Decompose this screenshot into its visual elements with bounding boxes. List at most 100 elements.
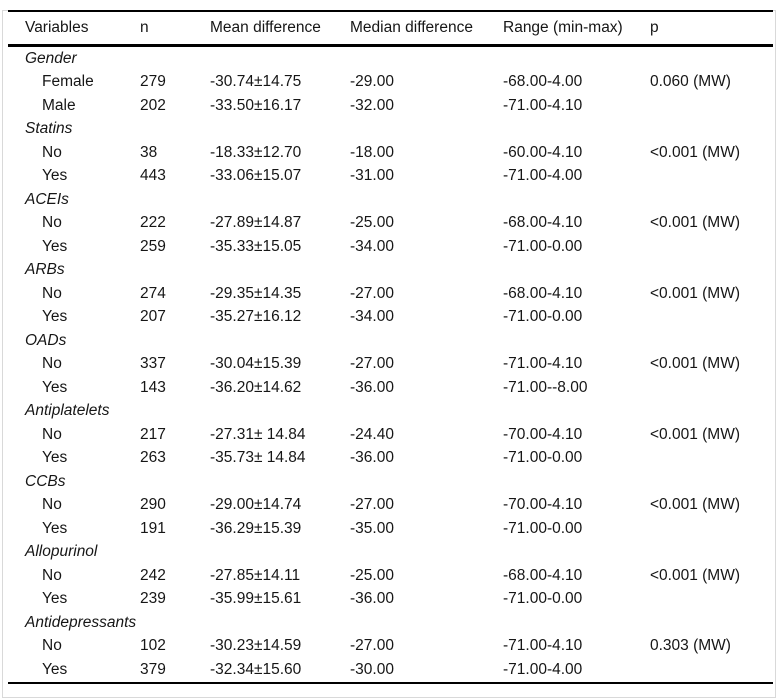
cell-p: <0.001 (MW) <box>650 355 741 373</box>
cell-variable: No <box>42 496 62 514</box>
table-body: Gender Female 279 -30.74±14.75 -29.00 -68.00-… <box>8 46 773 683</box>
variable-group-row: Statins <box>8 118 773 142</box>
cell-p <box>650 235 773 259</box>
cell-variable: Yes <box>42 167 68 185</box>
table-row: No 242 -27.85±14.11 -25.00 -68.00-4.10 <0.001… <box>8 564 773 588</box>
cell-median: -24.40 <box>350 425 394 443</box>
cell-range: -70.00-4.10 <box>503 496 583 514</box>
cell-p: <0.001 (MW) <box>650 214 741 232</box>
table-row: No 274 -29.35±14.35 -27.00 -68.00-4.10 <0.001… <box>8 282 773 306</box>
cell-p <box>650 306 773 330</box>
cell-median: -29.00 <box>350 73 394 91</box>
cell-n: 222 <box>140 214 166 232</box>
cell-p <box>650 376 773 400</box>
cell-n: 259 <box>140 237 166 255</box>
cell-median: -35.00 <box>350 519 394 537</box>
cell-median: -34.00 <box>350 308 394 326</box>
table-row: Yes 239 -35.99±15.61 -36.00 -71.00-0.00 <box>8 588 773 612</box>
cell-p <box>650 447 773 471</box>
column-header-range: Range (min-max) <box>503 11 650 47</box>
cell-p <box>650 588 773 612</box>
variable-group-row: ACEIs <box>8 188 773 212</box>
cell-variable: No <box>42 566 62 584</box>
cell-median: -34.00 <box>350 237 394 255</box>
variable-group-label: Allopurinol <box>25 543 98 561</box>
cell-range: -71.00-4.00 <box>503 167 583 185</box>
cell-variable: No <box>42 284 62 302</box>
cell-n: 217 <box>140 425 166 443</box>
cell-median: -36.00 <box>350 378 394 396</box>
cell-n: 38 <box>140 143 158 161</box>
cell-variable: Yes <box>42 237 68 255</box>
cell-n: 274 <box>140 284 166 302</box>
table-row: Male 202 -33.50±16.17 -32.00 -71.00-4.10 <box>8 94 773 118</box>
cell-mean: -18.33±12.70 <box>210 143 302 161</box>
variable-group-label: ACEIs <box>25 190 69 208</box>
variable-group-label: Gender <box>25 49 77 67</box>
column-header-p: p <box>650 11 773 47</box>
header-row: Variables n Mean difference Median diffe… <box>8 11 773 47</box>
cell-p <box>650 165 773 189</box>
cell-variable: No <box>42 355 62 373</box>
table-row: No 102 -30.23±14.59 -27.00 -71.00-4.10 0.303 … <box>8 635 773 659</box>
table-row: Yes 379 -32.34±15.60 -30.00 -71.00-4.00 <box>8 658 773 683</box>
cell-range: -68.00-4.00 <box>503 73 583 91</box>
variable-group-label: CCBs <box>25 472 66 490</box>
cell-variable: Female <box>42 73 94 91</box>
cell-mean: -33.50±16.17 <box>210 96 302 114</box>
cell-n: 191 <box>140 519 166 537</box>
table-frame <box>2 10 776 698</box>
cell-range: -60.00-4.10 <box>503 143 583 161</box>
variable-group-row: CCBs <box>8 470 773 494</box>
column-header-mean-difference: Mean difference <box>210 11 350 47</box>
cell-variable: Yes <box>42 308 68 326</box>
table-header: Variables n Mean difference Median diffe… <box>8 11 773 47</box>
variable-group-row: Antiplatelets <box>8 400 773 424</box>
table-row: No 290 -29.00±14.74 -27.00 -70.00-4.10 <0.001… <box>8 494 773 518</box>
column-header-median-difference: Median difference <box>350 11 503 47</box>
cell-mean: -30.23±14.59 <box>210 637 302 655</box>
cell-range: -70.00-4.10 <box>503 425 583 443</box>
cell-p: 0.060 (MW) <box>650 73 731 91</box>
cell-range: -71.00-0.00 <box>503 449 583 467</box>
cell-n: 207 <box>140 308 166 326</box>
cell-p <box>650 517 773 541</box>
table-row: No 217 -27.31± 14.84 -24.40 -70.00-4.10 <0.00… <box>8 423 773 447</box>
cell-n: 279 <box>140 73 166 91</box>
variable-group-label: OADs <box>25 331 67 349</box>
table-row: Female 279 -30.74±14.75 -29.00 -68.00-4.00 0.… <box>8 71 773 95</box>
cell-variable: No <box>42 143 62 161</box>
cell-median: -36.00 <box>350 590 394 608</box>
cell-variable: No <box>42 637 62 655</box>
cell-mean: -35.33±15.05 <box>210 237 302 255</box>
cell-mean: -33.06±15.07 <box>210 167 302 185</box>
cell-median: -27.00 <box>350 284 394 302</box>
cell-median: -18.00 <box>350 143 394 161</box>
table-row: Yes 207 -35.27±16.12 -34.00 -71.00-0.00 <box>8 306 773 330</box>
column-header-variables: Variables <box>8 11 140 47</box>
variable-group-row: ARBs <box>8 259 773 283</box>
cell-mean: -35.99±15.61 <box>210 590 302 608</box>
cell-range: -71.00-0.00 <box>503 308 583 326</box>
variable-group-label: ARBs <box>25 261 65 279</box>
variable-group-row: Allopurinol <box>8 541 773 565</box>
cell-median: -36.00 <box>350 449 394 467</box>
cell-mean: -29.00±14.74 <box>210 496 302 514</box>
cell-variable: Yes <box>42 378 68 396</box>
cell-mean: -27.31± 14.84 <box>210 425 306 443</box>
variable-group-row: Gender <box>8 46 773 71</box>
cell-range: -71.00-0.00 <box>503 519 583 537</box>
column-header-n: n <box>140 11 210 47</box>
cell-variable: Yes <box>42 590 68 608</box>
cell-variable: No <box>42 425 62 443</box>
cell-mean: -27.85±14.11 <box>210 566 301 584</box>
cell-p: 0.303 (MW) <box>650 637 731 655</box>
cell-mean: -35.73± 14.84 <box>210 449 306 467</box>
cell-n: 263 <box>140 449 166 467</box>
cell-range: -71.00-4.10 <box>503 637 583 655</box>
table-row: Yes 443 -33.06±15.07 -31.00 -71.00-4.00 <box>8 165 773 189</box>
cell-p: <0.001 (MW) <box>650 143 741 161</box>
cell-variable: Yes <box>42 449 68 467</box>
statistics-table: Variables n Mean difference Median diffe… <box>8 10 773 684</box>
cell-variable: Yes <box>42 519 68 537</box>
